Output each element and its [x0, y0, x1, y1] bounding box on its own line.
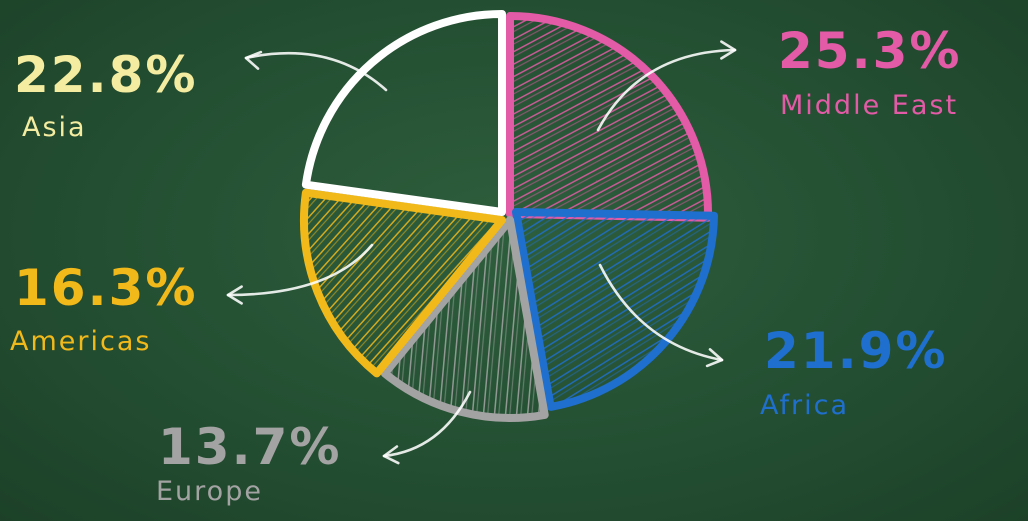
percent-label-africa: 21.9% [764, 322, 947, 380]
slice-labels: 25.3% Middle East 21.9% Africa 13.7%Europe 16… [10, 22, 961, 507]
percent-label-asia: 22.8% [14, 46, 197, 104]
pie-slice-hatch-middle-east [510, 15, 709, 218]
callout-arrow-americas [226, 243, 374, 305]
category-label-americas: Americas [10, 326, 151, 357]
callout-arrow-europe [382, 390, 472, 465]
pie-slice-hatch-americas [304, 192, 502, 374]
category-label-africa: Africa [760, 390, 849, 421]
percent-label-americas: 16.3% [14, 259, 197, 317]
callout-arrow-middle-east [596, 40, 737, 132]
category-label-asia: Asia [22, 112, 87, 143]
category-label-europe: Europe [156, 476, 263, 507]
pie-slice-hatch-europe [384, 220, 545, 418]
pie-slice-middle-east [506, 12, 713, 222]
category-label-middle-east: Middle East [780, 90, 958, 121]
percent-label-middle-east: 25.3% [778, 22, 961, 80]
percent-label-europe: 13.7% [158, 418, 341, 476]
callout-arrow-africa [598, 263, 724, 368]
pie-slice-americas [300, 188, 506, 378]
pie-slice-europe [380, 216, 549, 422]
callout-arrows [226, 40, 737, 465]
pie-slices [300, 10, 718, 422]
pie-slice-asia [301, 10, 506, 216]
pie-slice-hatch-africa [516, 212, 714, 407]
callout-arrow-asia [244, 50, 388, 92]
